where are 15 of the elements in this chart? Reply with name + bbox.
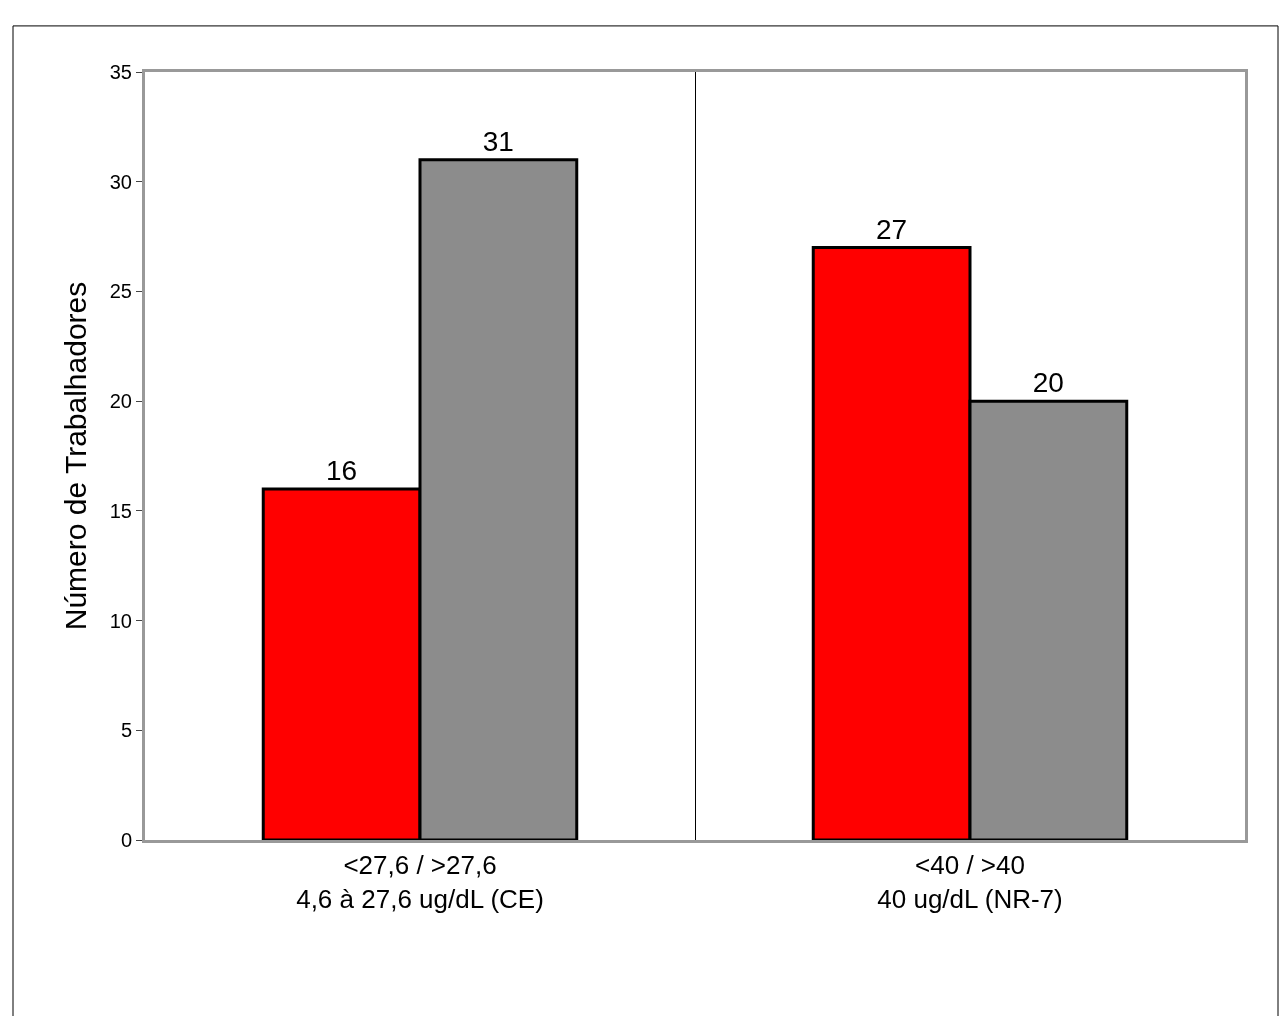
y-tick-label: 10 bbox=[109, 609, 132, 632]
y-axis-title: Número de Trabalhadores bbox=[58, 281, 92, 631]
y-tick-label: 5 bbox=[120, 719, 132, 742]
y-tick-label: 30 bbox=[109, 170, 132, 193]
x-tick-label: <27,6 / >27,6 4,6 à 27,6 ug/dL (CE) bbox=[296, 850, 544, 914]
y-tick-label: 35 bbox=[109, 61, 132, 83]
y-tick-label: 15 bbox=[109, 499, 132, 522]
data-label: 16 bbox=[326, 454, 358, 486]
data-label: 31 bbox=[482, 125, 514, 157]
data-label: 20 bbox=[1032, 367, 1064, 399]
x-tick-label: <40 / >40 40 ug/dL (NR-7) bbox=[877, 850, 1063, 914]
y-tick-label: 20 bbox=[109, 390, 132, 413]
y-tick-label: 0 bbox=[120, 829, 132, 851]
y-tick-label: 25 bbox=[109, 280, 132, 303]
data-label: 27 bbox=[876, 213, 908, 245]
